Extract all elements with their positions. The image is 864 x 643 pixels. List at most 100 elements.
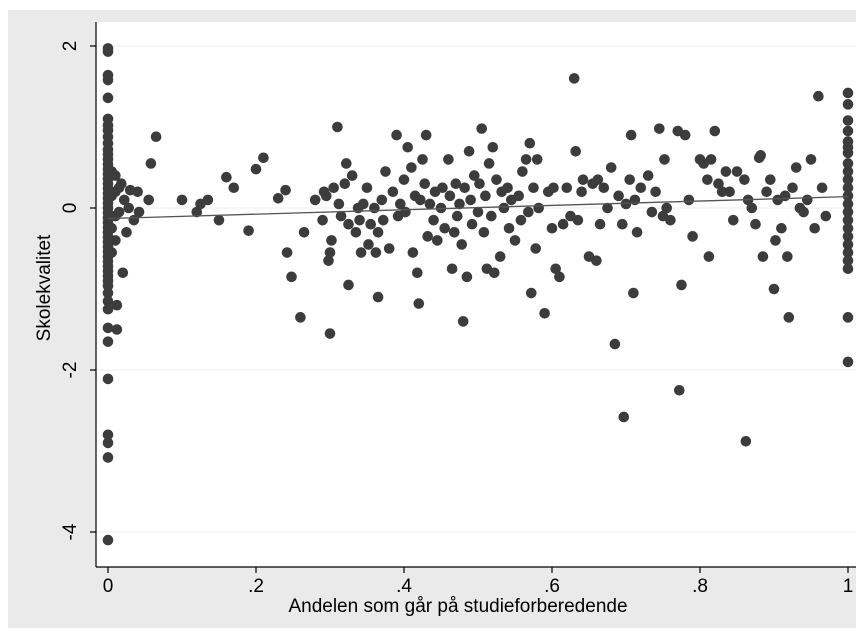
scatter-point (451, 210, 463, 222)
scatter-point (420, 129, 432, 141)
scatter-point (842, 147, 854, 159)
scatter-point (286, 271, 297, 283)
data-points (102, 43, 854, 546)
scatter-point (494, 251, 506, 262)
scatter-point (324, 247, 336, 258)
fit-line-group (107, 196, 849, 220)
scatter-point (400, 206, 411, 218)
scatter-point (324, 328, 336, 339)
scatter-point (444, 190, 456, 202)
scatter-point (609, 338, 621, 350)
scatter-point (365, 218, 377, 230)
scatter-point (118, 194, 130, 206)
scatter-point (676, 279, 687, 291)
scatter-point (110, 235, 121, 246)
scatter-point (412, 267, 423, 279)
scatter-point (503, 222, 515, 234)
scatter-point (661, 202, 672, 214)
scatter-point (842, 182, 854, 194)
scatter-point (309, 194, 321, 206)
scatter-point (598, 182, 610, 194)
scatter-point (414, 194, 426, 206)
scatter-point (132, 186, 143, 198)
scatter-point (628, 287, 639, 299)
scatter-point (779, 190, 791, 202)
scatter-point (576, 186, 587, 198)
scatter-point (332, 121, 343, 133)
scatter-point (613, 190, 624, 202)
scatter-point (498, 202, 510, 214)
y-tick-label: -4 (60, 523, 81, 540)
scatter-point (380, 166, 391, 177)
scatter-point (106, 222, 117, 234)
scatter-point (802, 194, 813, 206)
scatter-point (113, 206, 125, 218)
scatter-point (150, 131, 162, 143)
scatter-point (546, 222, 558, 234)
scatter-point (102, 92, 114, 104)
scatter-point (642, 170, 654, 181)
scatter-point (202, 194, 214, 206)
scatter-point (486, 210, 497, 222)
scatter-point (820, 210, 832, 222)
fit-line (107, 196, 849, 220)
x-tick-label: .4 (396, 576, 412, 597)
scatter-point (842, 166, 854, 177)
scatter-point (703, 251, 715, 262)
scatter-point (594, 218, 606, 230)
scatter-point (488, 267, 500, 279)
scatter-point (842, 198, 854, 210)
scatter-point (728, 214, 739, 226)
scatter-point (673, 384, 685, 396)
scatter-point (111, 299, 123, 311)
scatter-point (842, 231, 854, 242)
scatter-point (520, 154, 532, 165)
scatter-point (842, 190, 854, 202)
scatter-point (370, 247, 382, 258)
scatter-point (102, 74, 114, 86)
scatter-point (842, 247, 854, 258)
scatter-point (765, 174, 776, 185)
scatter-point (487, 141, 499, 153)
scatter-point (568, 73, 580, 84)
scatter-point (298, 227, 310, 238)
scatter-point (435, 202, 447, 214)
scatter-point (776, 222, 787, 234)
scatter-point (466, 218, 478, 230)
scatter-point (842, 174, 854, 185)
scatter-point (531, 154, 543, 165)
y-axis-label: Skolekvalitet (34, 234, 55, 341)
scatter-point (102, 534, 114, 546)
scatter-point (842, 255, 854, 266)
scatter-point (102, 280, 114, 292)
scatter-point (646, 206, 658, 218)
scatter-point (191, 206, 203, 218)
scatter-point (842, 158, 854, 169)
scatter-point (221, 171, 232, 183)
scatter-point (339, 178, 351, 189)
scatter-point (731, 166, 743, 177)
scatter-point (577, 174, 589, 185)
scatter-point (102, 437, 114, 449)
scatter-point (635, 182, 647, 194)
scatter-point (102, 303, 114, 315)
scatter-point (443, 154, 454, 165)
scatter-point (102, 46, 114, 57)
scatter-point (842, 125, 854, 137)
scatter-point (323, 255, 334, 266)
scatter-point (355, 247, 367, 258)
scatter-point (617, 218, 628, 230)
scatter-point (123, 202, 135, 214)
scatter-point (524, 137, 536, 149)
y-tick-label: 2 (60, 41, 81, 52)
scatter-point (592, 174, 604, 185)
scatter-point (513, 190, 524, 202)
scatter-point (523, 206, 534, 218)
scatter-point (746, 202, 758, 214)
scatter-point (437, 182, 448, 194)
scatter-point (456, 239, 468, 250)
x-tick-label: 0 (103, 576, 114, 597)
scatter-point (446, 263, 458, 275)
scatter-point (816, 182, 828, 194)
